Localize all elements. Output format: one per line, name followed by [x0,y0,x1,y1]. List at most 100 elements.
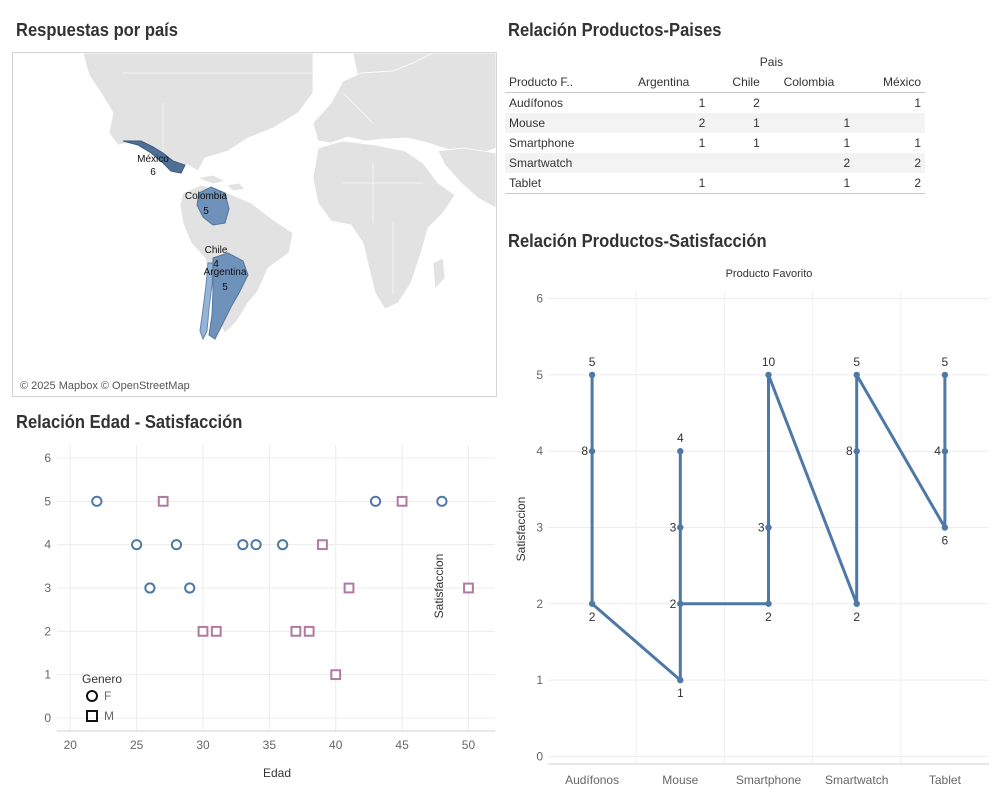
map-label-mexico-name: México [137,154,169,165]
legend-square-icon [86,710,98,722]
country-colombia[interactable] [196,186,230,226]
table-cell: 1 [753,136,760,150]
scatter-point-m[interactable] [197,625,209,637]
map-label-colombia-count: 5 [203,206,209,217]
scatter-point-m[interactable] [330,669,342,681]
map-label-argentina-count: 5 [222,282,228,293]
line-y-tick: 4 [536,444,543,458]
table-cell: 1 [843,136,851,150]
line-point[interactable] [588,600,596,607]
line-y-label: Satisfaccion [514,497,528,562]
table-cell-product: Audífonos [509,96,564,110]
line-x-tick: Audífonos [565,773,619,787]
map-borders [123,72,423,293]
line-point[interactable] [765,524,772,531]
line-point[interactable] [677,676,684,684]
table-cell: 2 [753,96,760,110]
line-data-label: 5 [589,355,596,369]
line-point[interactable] [765,371,772,379]
line-point[interactable] [588,448,596,455]
table-cell-product: Mouse [505,113,618,133]
line-point[interactable] [941,371,949,379]
scatter-point-f[interactable] [131,539,143,551]
table-row-header: Producto F.. [505,72,618,93]
scatter-point-f[interactable] [277,539,289,551]
map-label-chile-name: Chile [205,245,228,256]
country-map[interactable]: México 6 Colombia 5 Chile 4 Argentina 5 … [12,52,497,397]
table-cell: 1 [617,173,710,194]
scatter-y-tick: 1 [44,668,51,682]
line-point[interactable] [941,524,949,531]
scatter-x-tick: 25 [130,738,144,752]
scatter-point-f[interactable] [184,582,196,594]
table-col-header: Colombia [763,72,855,93]
line-ticks: 0 1 2 3 4 5 6 Audífonos Mouse Smartphone Smartwatc… [536,292,961,787]
legend-title: Genero [82,672,122,686]
scatter-point-m[interactable] [290,625,302,637]
scatter-y-label: Satisfaccion [432,554,446,619]
line-y-tick: 0 [536,749,543,763]
line-point[interactable] [853,371,860,379]
line-y-tick: 2 [536,597,543,611]
scatter-point-m[interactable] [343,582,355,594]
scatter-y-tick: 3 [44,581,51,595]
scatter-y-tick: 0 [44,711,51,725]
scatter-point-f[interactable] [170,539,183,551]
scatter-point-f[interactable] [144,582,156,594]
scatter-point-m[interactable] [463,582,474,594]
country-mexico[interactable] [122,140,186,174]
line-point[interactable] [853,448,860,455]
scatter-point-m[interactable] [317,539,328,551]
scatter-x-tick: 30 [196,738,210,752]
scatter-point-m[interactable] [210,625,222,637]
line-point[interactable] [588,371,596,379]
line-point[interactable] [677,524,684,531]
line-point[interactable] [941,448,949,455]
table-cell: 2 [617,113,710,133]
map-label-colombia-name: Colombia [185,191,228,202]
scatter-point-f[interactable] [436,495,448,507]
line-point[interactable] [677,448,684,455]
scatter-x-tick: 20 [64,738,78,752]
scatter-point-m[interactable] [303,625,315,637]
line-header: Producto Favorito [726,268,813,280]
table-row: Smartphone 1 1 1 1 [505,133,925,153]
table-cell-product: Smartphone [509,136,575,150]
line-data-label: 1 [677,686,684,700]
scatter-legend: Genero F M [82,672,122,723]
country-argentina[interactable] [208,252,249,340]
line-data-label: 8 [846,444,853,458]
map-canvas[interactable]: México 6 Colombia 5 Chile 4 Argentina 5 [13,53,496,396]
legend-label-m: M [104,709,114,723]
table-cell: 1 [698,136,706,150]
table-cell: 1 [763,113,855,133]
scatter-point-m[interactable] [396,495,408,507]
scatter-point-f[interactable] [237,539,249,551]
line-point[interactable] [765,600,772,607]
scatter-y-tick: 6 [44,451,51,465]
scatter-point-m[interactable] [157,495,169,507]
scatter-point-f[interactable] [91,495,103,507]
line-point[interactable] [677,600,684,607]
table-cell [854,113,925,133]
map-title: Respuestas por país [16,20,178,40]
scatter-point-f[interactable] [369,495,382,507]
line-path [590,373,947,682]
line-data-label: 8 [581,444,588,458]
table-cell [617,153,710,173]
map-attribution[interactable]: © 2025 Mapbox © OpenStreetMap [20,380,190,392]
table-column-group: Pais [759,55,784,69]
table-row: Smartwatch 2 2 [505,153,925,173]
product-satisfaction-line-chart[interactable]: Producto Favorito 0 1 2 3 4 5 6 Audífonos Mouse S… [505,239,995,799]
line-data-label: 6 [942,534,949,548]
table-cell-product: Tablet [505,173,618,194]
table-cell: 1 [914,96,921,110]
table-row: Mouse 2 1 1 [505,113,925,133]
scatter-point-f[interactable] [250,539,262,551]
line-data-label: 5 [853,355,860,369]
table-cell: 1 [709,113,764,133]
table-title: Relación Productos-Paises [508,20,722,40]
table-cell [709,173,764,194]
line-point[interactable] [853,600,860,607]
